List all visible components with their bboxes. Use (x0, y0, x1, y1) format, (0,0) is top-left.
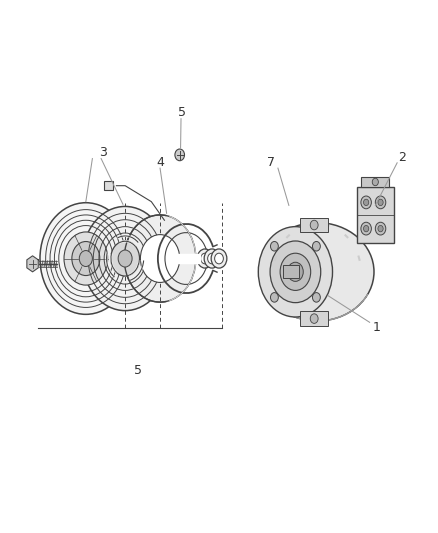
Circle shape (310, 220, 318, 230)
Circle shape (141, 235, 180, 282)
Bar (300, 311, 328, 326)
Circle shape (364, 199, 369, 206)
Bar (283, 265, 299, 278)
Text: 2: 2 (399, 151, 406, 164)
Circle shape (175, 149, 184, 161)
Bar (361, 177, 389, 187)
Ellipse shape (261, 223, 374, 321)
Circle shape (312, 293, 320, 302)
Circle shape (82, 206, 168, 311)
Text: 5: 5 (178, 106, 186, 119)
Circle shape (270, 241, 321, 303)
Circle shape (118, 250, 132, 267)
Circle shape (124, 215, 196, 302)
Circle shape (211, 249, 227, 268)
Circle shape (271, 241, 278, 251)
Text: 5: 5 (134, 364, 142, 377)
Bar (300, 217, 328, 232)
Circle shape (378, 225, 383, 232)
Bar (357, 187, 394, 243)
Circle shape (64, 232, 108, 285)
Circle shape (197, 249, 213, 268)
Circle shape (361, 196, 371, 209)
Circle shape (208, 253, 216, 264)
Circle shape (271, 293, 278, 302)
Circle shape (201, 253, 209, 264)
Circle shape (258, 227, 332, 317)
Circle shape (111, 241, 140, 276)
Circle shape (280, 253, 311, 290)
Polygon shape (27, 256, 38, 272)
Text: 4: 4 (156, 156, 164, 169)
Circle shape (288, 262, 303, 281)
Circle shape (372, 178, 378, 185)
Circle shape (378, 199, 383, 206)
Bar (104, 181, 113, 190)
Circle shape (204, 249, 220, 268)
Circle shape (40, 203, 132, 314)
Text: 3: 3 (99, 146, 107, 159)
Circle shape (310, 314, 318, 324)
Circle shape (312, 241, 320, 251)
Circle shape (72, 241, 100, 276)
Text: 7: 7 (267, 156, 276, 169)
Circle shape (375, 196, 386, 209)
Text: 1: 1 (372, 321, 380, 334)
Circle shape (215, 253, 223, 264)
Circle shape (79, 251, 92, 266)
Circle shape (361, 222, 371, 235)
Circle shape (364, 225, 369, 232)
Circle shape (375, 222, 386, 235)
